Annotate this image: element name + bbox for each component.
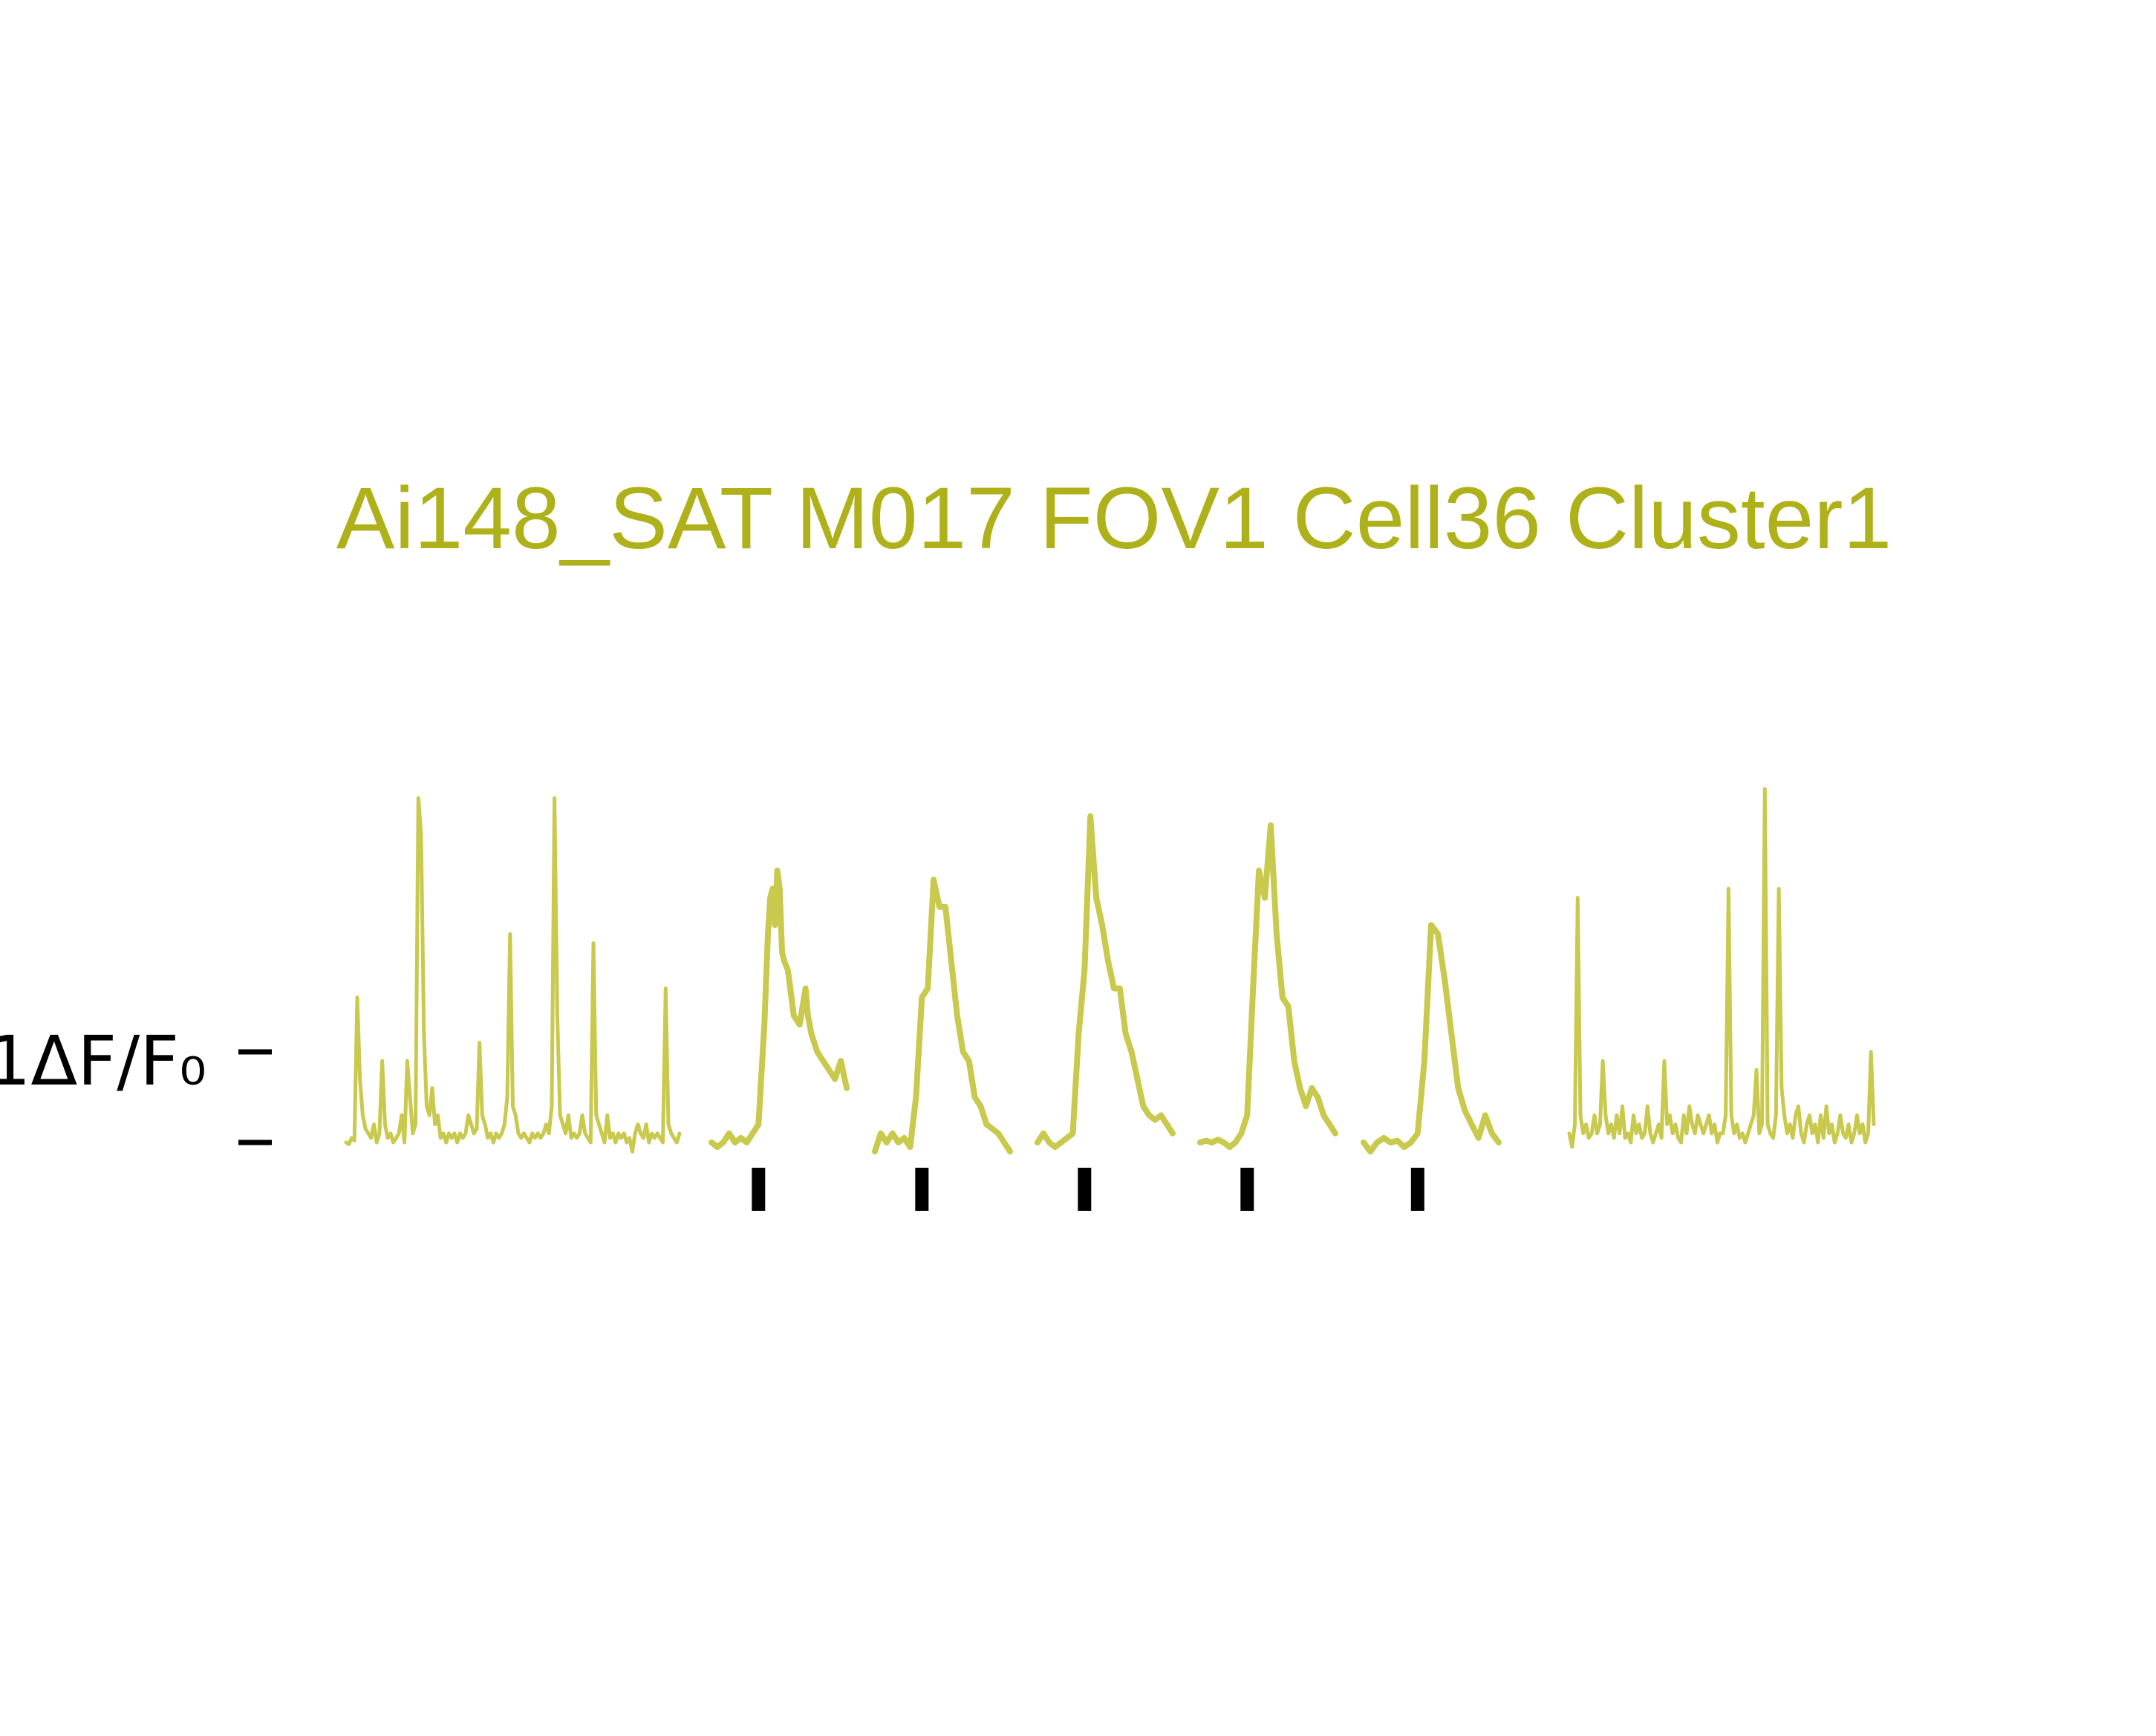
trace-group [346,789,1874,1151]
stimulus-marker-2 [915,1168,928,1211]
y-scale-bar [238,1052,272,1142]
trace-trial-5 [1364,925,1499,1151]
stimulus-marker-4 [1240,1168,1254,1211]
trace-trial-1 [711,871,847,1147]
stimulus-marker-5 [1411,1168,1424,1211]
trace-post [1569,789,1874,1147]
stimulus-marker-1 [752,1168,765,1211]
trace-pre [346,798,680,1151]
y-axis-label: 1ΔF/F₀ [0,1021,206,1101]
stimulus-marker-3 [1078,1168,1091,1211]
stimulus-marker-group [752,1168,1424,1211]
chart-title: Ai148_SAT M017 FOV1 Cell36 Cluster1 [336,469,1892,568]
trace-trial-4 [1200,825,1335,1147]
trace-trial-2 [875,880,1010,1151]
trace-trial-3 [1038,816,1173,1147]
